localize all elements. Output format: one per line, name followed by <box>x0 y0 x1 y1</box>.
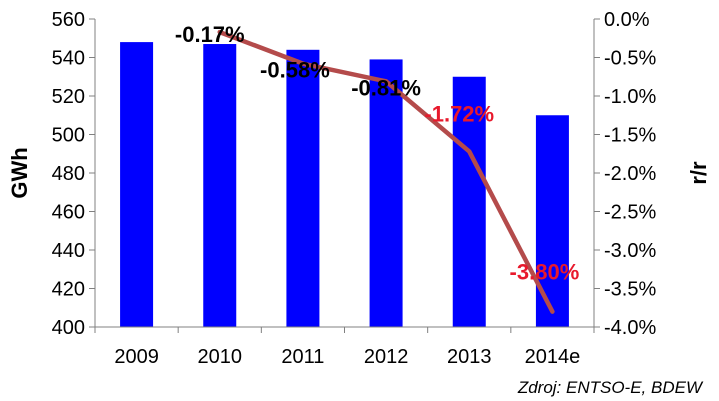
y2-tick-label: -1.0% <box>604 86 656 108</box>
data-label-2010: -0.17% <box>175 22 245 47</box>
y-tick-label: 500 <box>52 125 85 147</box>
y-tick-label: 460 <box>52 202 85 224</box>
y-tick-label: 420 <box>52 279 85 301</box>
y2-tick-label: -3.5% <box>604 279 656 301</box>
bar-2009 <box>120 42 154 327</box>
y2-tick-label: -2.5% <box>604 202 656 224</box>
y-tick-label: 520 <box>52 86 85 108</box>
y2-tick-label: -4.0% <box>604 317 656 339</box>
y2-axis-title: r/r <box>686 161 711 185</box>
y-tick-label: 440 <box>52 240 85 262</box>
source-note: Zdroj: ENTSO-E, BDEW <box>517 378 704 397</box>
y2-tick-label: -3.0% <box>604 240 656 262</box>
x-tick-label: 2009 <box>114 346 159 368</box>
y-tick-label: 560 <box>52 9 85 31</box>
y-tick-label: 480 <box>52 163 85 185</box>
bar-2011 <box>286 49 320 328</box>
plot-area: 400 420 440 460 480 500 520 540 560 -4.0% -3.5% -3.… <box>52 9 657 368</box>
x-tick-label: 2013 <box>447 346 492 368</box>
y2-tick-label: 0.0% <box>604 9 650 31</box>
x-tick-label: 2014e <box>525 346 581 368</box>
y-axis-title: GWh <box>7 147 32 198</box>
bar-2013 <box>452 76 486 327</box>
x-tick-label: 2010 <box>198 346 243 368</box>
data-label-2013: -1.72% <box>424 101 494 126</box>
data-label-2012: -0.81% <box>351 75 421 100</box>
y2-tick-label: -1.5% <box>604 125 656 147</box>
data-label-2014e: -3.80% <box>510 260 580 285</box>
y2-tick-label: -0.5% <box>604 48 656 70</box>
y2-tick-label: -2.0% <box>604 163 656 185</box>
x-tick-label: 2012 <box>364 346 409 368</box>
bar-2012 <box>369 59 403 328</box>
line-series <box>217 29 555 314</box>
data-label-2011: -0.58% <box>260 58 330 83</box>
y-tick-label: 400 <box>52 317 85 339</box>
y-tick-label: 540 <box>52 48 85 70</box>
x-tick-label: 2011 <box>281 346 324 368</box>
bar-2014e <box>535 115 569 327</box>
bar-2010 <box>203 44 237 328</box>
